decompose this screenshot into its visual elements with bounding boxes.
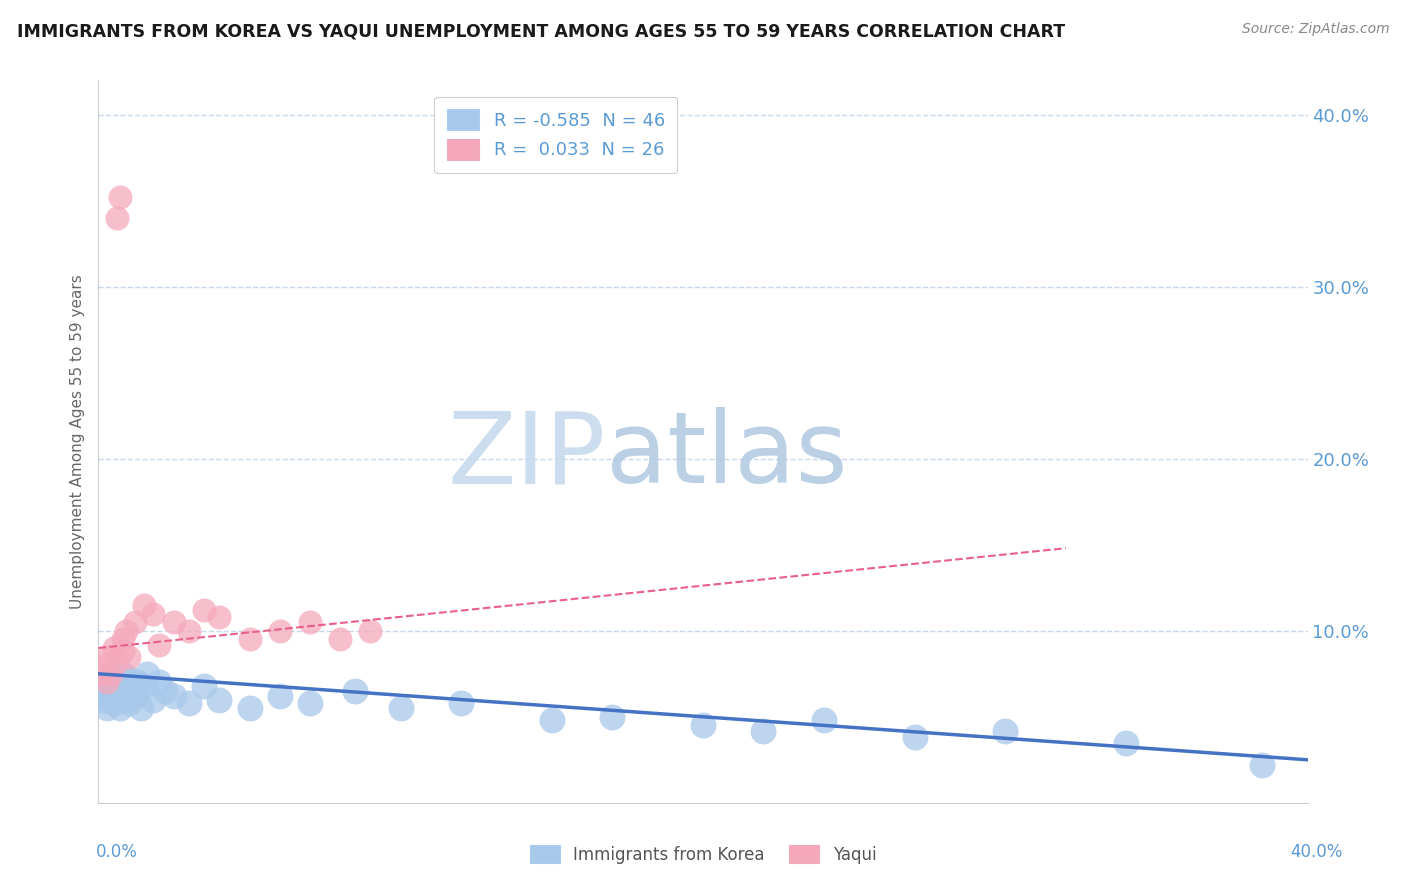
Point	[111, 692, 134, 706]
Point	[114, 679, 136, 693]
Point	[904, 731, 927, 745]
Point	[132, 679, 155, 693]
Point	[208, 610, 231, 624]
Point	[105, 211, 128, 225]
Point	[153, 684, 176, 698]
Point	[121, 684, 143, 698]
Text: atlas: atlas	[606, 408, 848, 505]
Text: ZIP: ZIP	[449, 408, 606, 505]
Point	[127, 675, 149, 690]
Point	[389, 701, 412, 715]
Point	[1115, 735, 1137, 749]
Point	[299, 696, 322, 710]
Point	[994, 723, 1017, 738]
Point	[100, 666, 122, 681]
Point	[103, 672, 125, 686]
Point	[96, 649, 118, 664]
Point	[329, 632, 352, 647]
Point	[105, 675, 128, 690]
Point	[111, 632, 134, 647]
Point	[269, 624, 291, 638]
Point	[96, 675, 118, 690]
Point	[142, 607, 165, 621]
Point	[813, 713, 835, 727]
Point	[93, 675, 115, 690]
Point	[299, 615, 322, 630]
Point	[163, 615, 186, 630]
Point	[93, 692, 115, 706]
Text: 0.0%: 0.0%	[96, 843, 138, 861]
Point	[132, 598, 155, 612]
Point	[124, 689, 146, 703]
Point	[179, 696, 201, 710]
Point	[103, 696, 125, 710]
Point	[108, 701, 131, 715]
Text: Source: ZipAtlas.com: Source: ZipAtlas.com	[1241, 22, 1389, 37]
Point	[105, 655, 128, 669]
Point	[1251, 758, 1274, 772]
Point	[360, 624, 382, 638]
Point	[129, 701, 152, 715]
Point	[105, 689, 128, 703]
Point	[142, 692, 165, 706]
Legend: R = -0.585  N = 46, R =  0.033  N = 26: R = -0.585 N = 46, R = 0.033 N = 26	[434, 96, 678, 172]
Text: 40.0%: 40.0%	[1291, 843, 1343, 861]
Point	[108, 684, 131, 698]
Point	[148, 675, 170, 690]
Point	[111, 666, 134, 681]
Y-axis label: Unemployment Among Ages 55 to 59 years: Unemployment Among Ages 55 to 59 years	[69, 274, 84, 609]
Point	[96, 684, 118, 698]
Point	[752, 723, 775, 738]
Point	[193, 603, 215, 617]
Point	[208, 692, 231, 706]
Point	[93, 658, 115, 673]
Point	[100, 679, 122, 693]
Point	[118, 672, 141, 686]
Point	[344, 684, 367, 698]
Point	[163, 689, 186, 703]
Point	[179, 624, 201, 638]
Point	[90, 684, 112, 698]
Point	[193, 679, 215, 693]
Point	[450, 696, 472, 710]
Point	[100, 692, 122, 706]
Point	[118, 649, 141, 664]
Point	[135, 666, 157, 681]
Text: IMMIGRANTS FROM KOREA VS YAQUI UNEMPLOYMENT AMONG AGES 55 TO 59 YEARS CORRELATIO: IMMIGRANTS FROM KOREA VS YAQUI UNEMPLOYM…	[17, 22, 1064, 40]
Point	[239, 632, 262, 647]
Point	[103, 640, 125, 655]
Point	[692, 718, 714, 732]
Legend: Immigrants from Korea, Yaqui: Immigrants from Korea, Yaqui	[523, 838, 883, 871]
Point	[118, 696, 141, 710]
Point	[124, 615, 146, 630]
Point	[111, 644, 134, 658]
Point	[108, 190, 131, 204]
Point	[90, 666, 112, 681]
Point	[96, 701, 118, 715]
Point	[602, 710, 624, 724]
Point	[540, 713, 562, 727]
Point	[269, 689, 291, 703]
Point	[114, 624, 136, 638]
Point	[239, 701, 262, 715]
Point	[148, 638, 170, 652]
